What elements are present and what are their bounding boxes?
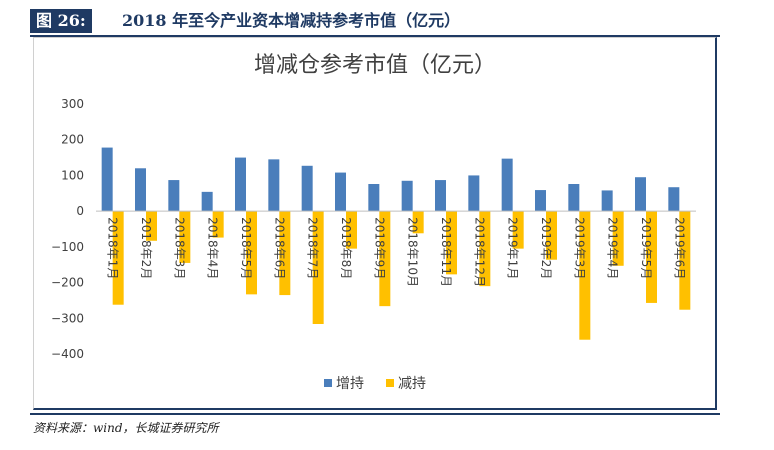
- bar-decrease-8: [346, 211, 357, 249]
- y-tick-label: −100: [51, 240, 84, 254]
- figure-title: 2018 年至今产业资本增减持参考市值（亿元）: [122, 11, 461, 30]
- chart-title: 增减仓参考市值（亿元）: [254, 53, 496, 78]
- bar-decrease-10: [412, 211, 424, 234]
- bar-increase-17: [635, 177, 646, 212]
- category-label: 2019年5月: [639, 217, 653, 279]
- category-label: 2018年9月: [372, 217, 386, 279]
- category-label: 2019年2月: [539, 217, 553, 279]
- bar-increase-18: [668, 187, 680, 212]
- category-label: 2018年10月: [406, 217, 420, 287]
- bar-increase-12: [468, 175, 480, 212]
- category-label: 2018年2月: [139, 217, 153, 279]
- category-label: 2018年4月: [206, 217, 220, 279]
- y-tick-label: 100: [61, 168, 84, 182]
- figure-header: 图 26: 2018 年至今产业资本增减持参考市值（亿元）: [30, 9, 720, 37]
- legend-label-1: 增持: [336, 376, 364, 392]
- bar-increase-5: [235, 157, 246, 212]
- category-label: 2018年1月: [106, 217, 120, 279]
- bar-decrease-9: [379, 211, 391, 307]
- category-label: 2018年8月: [339, 217, 353, 279]
- y-tick-label: −200: [51, 276, 84, 290]
- bar-increase-15: [568, 184, 580, 212]
- bar-increase-16: [601, 190, 613, 212]
- bar-increase-6: [268, 159, 280, 212]
- bar-increase-10: [401, 180, 413, 212]
- bar-increase-13: [501, 158, 513, 212]
- bar-decrease-11: [446, 211, 457, 275]
- bar-decrease-17: [646, 211, 657, 303]
- category-label: 2018年7月: [306, 217, 320, 279]
- y-tick-label: −400: [51, 347, 84, 361]
- bar-decrease-7: [312, 211, 324, 324]
- category-label: 2018年3月: [172, 217, 186, 279]
- bar-decrease-18: [679, 211, 691, 310]
- y-tick-label: −300: [51, 311, 84, 325]
- category-label: 2018年6月: [272, 217, 286, 279]
- bar-increase-2: [135, 168, 146, 212]
- chart-svg: 增减仓参考市值（亿元） 300 200 100 0 −100 −200 −300 −400 2…: [51, 53, 696, 392]
- y-tick-label: 300: [61, 97, 84, 111]
- bar-decrease-12: [479, 211, 491, 287]
- bar-decrease-13: [512, 211, 524, 249]
- bar-increase-9: [368, 184, 380, 212]
- legend-label-2: 减持: [398, 376, 426, 392]
- bar-decrease-15: [579, 211, 591, 340]
- legend: 增持 减持: [324, 376, 426, 392]
- bar-decrease-6: [279, 211, 291, 296]
- bar-increase-11: [435, 180, 446, 212]
- bar-decrease-16: [612, 211, 624, 266]
- bars: [101, 147, 691, 340]
- source-note: 资料来源：wind，长城证券研究所: [33, 421, 219, 435]
- category-label: 2019年1月: [506, 217, 520, 279]
- category-label: 2018年5月: [239, 217, 253, 279]
- y-tick-label: 0: [76, 204, 84, 218]
- bar-increase-4: [201, 191, 213, 212]
- bar-increase-1: [101, 147, 113, 212]
- bar-increase-7: [301, 165, 313, 212]
- category-label: 2019年6月: [672, 217, 686, 279]
- y-axis: 300 200 100 0 −100 −200 −300 −400: [51, 97, 84, 361]
- bar-decrease-1: [112, 211, 124, 305]
- figure-label: 图 26:: [30, 9, 92, 33]
- legend-swatch-1: [324, 379, 332, 387]
- bar-decrease-2: [146, 211, 157, 241]
- category-label: 2018年11月: [439, 217, 453, 287]
- category-label: 2019年3月: [572, 217, 586, 279]
- bar-decrease-14: [546, 211, 557, 260]
- bar-increase-8: [335, 172, 346, 212]
- bar-decrease-5: [246, 211, 257, 295]
- category-label: 2018年12月: [472, 217, 486, 287]
- category-labels: 2018年1月 2018年2月 2018年3月 2018年4月 2018年5月 2018年…: [106, 217, 687, 287]
- bar-increase-3: [168, 180, 180, 212]
- bar-decrease-3: [179, 211, 191, 263]
- category-label: 2019年4月: [606, 217, 620, 279]
- chart-frame: 增减仓参考市值（亿元） 300 200 100 0 −100 −200 −300 −400 2…: [33, 37, 717, 410]
- bottom-rule: [30, 413, 720, 415]
- header-rule: [30, 35, 720, 37]
- bar-decrease-4: [212, 211, 224, 238]
- bar-increase-14: [535, 190, 546, 212]
- y-tick-label: 200: [61, 133, 84, 147]
- legend-swatch-2: [386, 379, 394, 387]
